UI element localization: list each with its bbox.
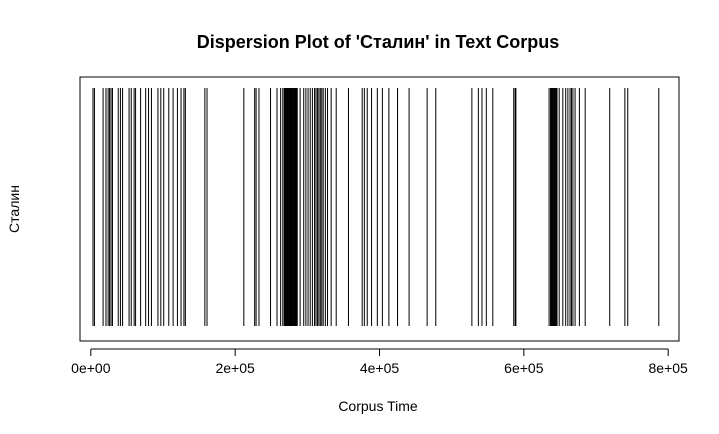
x-tick-label: 2e+05 bbox=[215, 360, 255, 376]
chart-title: Dispersion Plot of 'Сталин' in Text Corp… bbox=[197, 32, 559, 52]
y-axis-label: Сталин bbox=[6, 185, 22, 233]
x-tick-label: 0e+00 bbox=[71, 360, 111, 376]
x-axis-label: Corpus Time bbox=[338, 398, 418, 414]
occurrence-marks bbox=[92, 88, 660, 326]
x-axis: 0e+00 2e+05 4e+05 6e+05 8e+05 bbox=[71, 348, 689, 376]
plot-frame bbox=[79, 76, 680, 342]
x-tick-label: 6e+05 bbox=[504, 360, 544, 376]
x-tick-label: 8e+05 bbox=[649, 360, 689, 376]
x-tick-label: 4e+05 bbox=[360, 360, 400, 376]
